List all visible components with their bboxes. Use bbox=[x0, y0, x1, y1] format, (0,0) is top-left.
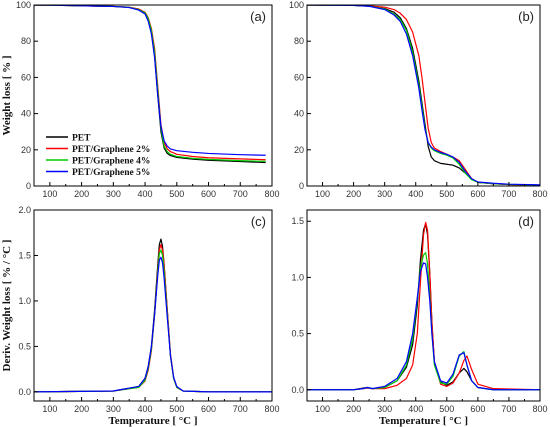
panel-label: (c) bbox=[251, 214, 266, 229]
panel-c: 100 200 300 400 500 600 700 800 0.0 0.5 1.0 1.5 2.0 (… bbox=[1, 205, 280, 427]
y-tick-label: 1.0 bbox=[291, 272, 304, 282]
x-tick-label: 100 bbox=[42, 404, 57, 414]
y-tick-label: 1.0 bbox=[18, 296, 31, 306]
legend-label: PET/Graphene 5% bbox=[72, 168, 150, 178]
y-tick-label: 100 bbox=[289, 0, 304, 10]
y-tick-label: 0.0 bbox=[18, 387, 31, 397]
series-line-3 bbox=[307, 5, 540, 186]
series-line-3 bbox=[307, 262, 540, 391]
series-line-2 bbox=[34, 249, 272, 393]
x-tick-label: 400 bbox=[408, 189, 423, 199]
x-axis-label: Temperature [ °C ] bbox=[379, 415, 468, 427]
series-line-0 bbox=[307, 5, 540, 186]
x-tick-label: 800 bbox=[264, 404, 279, 414]
x-tick-label: 300 bbox=[106, 404, 121, 414]
x-tick-label: 800 bbox=[532, 189, 547, 199]
x-tick-label: 700 bbox=[233, 189, 248, 199]
y-tick-label: 20 bbox=[21, 145, 31, 155]
series-line-1 bbox=[34, 243, 272, 393]
x-tick-label: 500 bbox=[169, 404, 184, 414]
x-tick-label: 400 bbox=[138, 189, 153, 199]
x-tick-label: 700 bbox=[501, 189, 516, 199]
x-tick-label: 600 bbox=[470, 189, 485, 199]
y-tick-label: 1.5 bbox=[291, 216, 304, 226]
y-tick-label: 80 bbox=[21, 36, 31, 46]
x-tick-label: 100 bbox=[315, 189, 330, 199]
series-line-2 bbox=[307, 5, 540, 186]
panel-d: 100 200 300 400 500 600 700 800 0.0 0.5 1.0 1.5 (d) T… bbox=[291, 209, 548, 427]
x-tick-label: 500 bbox=[439, 404, 454, 414]
x-tick-label: 600 bbox=[201, 189, 216, 199]
x-tick-label: 700 bbox=[501, 404, 516, 414]
x-tick-label: 300 bbox=[377, 189, 392, 199]
y-tick-label: 2.0 bbox=[18, 205, 31, 215]
x-tick-label: 100 bbox=[42, 189, 57, 199]
legend-label: PET bbox=[72, 134, 91, 144]
y-tick-label: 0 bbox=[299, 181, 304, 191]
x-tick-label: 800 bbox=[532, 404, 547, 414]
y-axis-label: Deriv. Weight loss [ % / °C ] bbox=[1, 240, 13, 372]
x-tick-label: 300 bbox=[377, 404, 392, 414]
series-line-1 bbox=[307, 221, 540, 391]
x-tick-label: 200 bbox=[74, 189, 89, 199]
legend-label: PET/Graphene 2% bbox=[72, 145, 150, 155]
plot-frame bbox=[33, 209, 273, 402]
y-tick-label: 40 bbox=[294, 109, 304, 119]
series-line-0 bbox=[34, 238, 272, 393]
y-tick-label: 60 bbox=[294, 72, 304, 82]
y-tick-label: 20 bbox=[294, 145, 304, 155]
x-tick-label: 500 bbox=[439, 189, 454, 199]
plot-frame bbox=[306, 209, 541, 402]
series-line-3 bbox=[34, 5, 266, 156]
y-tick-label: 0.5 bbox=[18, 341, 31, 351]
x-tick-label: 800 bbox=[264, 189, 279, 199]
y-tick-label: 100 bbox=[16, 0, 31, 10]
x-tick-label: 600 bbox=[201, 404, 216, 414]
plot-frame bbox=[306, 4, 541, 187]
x-tick-label: 400 bbox=[138, 404, 153, 414]
x-axis-label: Temperature [ °C ] bbox=[108, 415, 197, 427]
panel-label: (d) bbox=[518, 214, 534, 229]
legend-label: PET/Graphene 4% bbox=[72, 157, 150, 167]
series-line-0 bbox=[307, 222, 540, 391]
x-tick-label: 700 bbox=[233, 404, 248, 414]
series-line-2 bbox=[307, 252, 540, 391]
panel-b: 100 200 300 400 500 600 700 800 0 20 40 60 80 100 (b) bbox=[289, 0, 548, 199]
y-tick-label: 0.5 bbox=[291, 329, 304, 339]
x-tick-label: 600 bbox=[470, 404, 485, 414]
series-line-1 bbox=[307, 5, 540, 186]
y-tick-label: 80 bbox=[294, 36, 304, 46]
panel-a: 100 200 300 400 500 600 700 800 0 20 40 60 80 100 (a) W… bbox=[1, 0, 280, 199]
y-tick-label: 40 bbox=[21, 109, 31, 119]
x-tick-label: 500 bbox=[169, 189, 184, 199]
y-tick-label: 60 bbox=[21, 72, 31, 82]
x-tick-label: 300 bbox=[106, 189, 121, 199]
plot-frame bbox=[33, 4, 273, 187]
y-tick-label: 0 bbox=[26, 181, 31, 191]
y-tick-label: 1.5 bbox=[18, 250, 31, 260]
x-tick-label: 400 bbox=[408, 404, 423, 414]
panel-label: (b) bbox=[518, 9, 534, 24]
x-tick-label: 200 bbox=[74, 404, 89, 414]
series-line-3 bbox=[34, 256, 272, 393]
x-tick-label: 200 bbox=[346, 189, 361, 199]
x-tick-label: 100 bbox=[315, 404, 330, 414]
y-axis-label: Weight loss [ % ] bbox=[1, 55, 13, 135]
y-tick-label: 0.0 bbox=[291, 385, 304, 395]
panel-label: (a) bbox=[250, 9, 266, 24]
x-tick-label: 200 bbox=[346, 404, 361, 414]
